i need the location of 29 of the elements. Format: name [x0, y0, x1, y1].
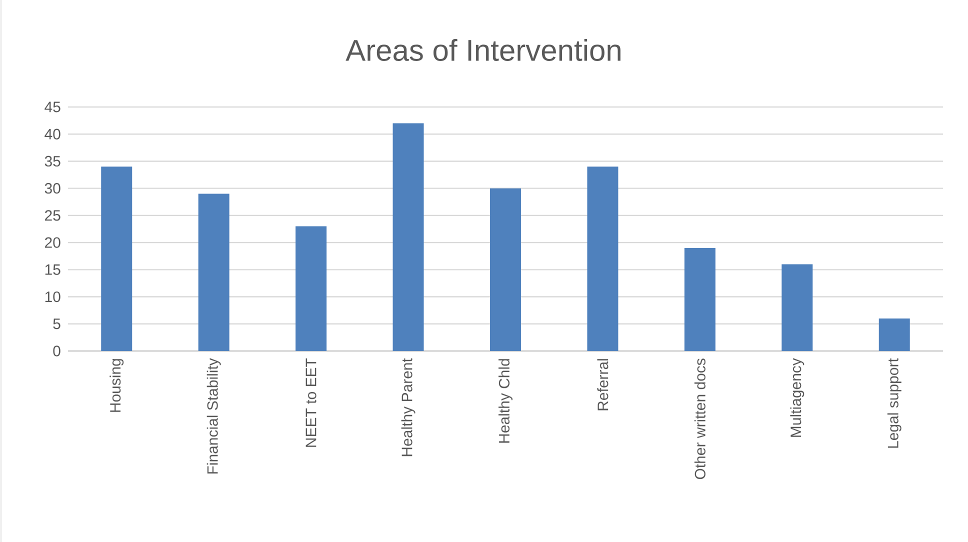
x-tick-label: Healthy Chld — [498, 359, 512, 443]
x-tick-label: Housing — [110, 359, 124, 412]
bar — [101, 166, 132, 352]
x-tick-label: Other written docs — [694, 358, 706, 480]
bar — [490, 188, 521, 352]
bar — [878, 318, 910, 352]
y-tick-label: 25 — [45, 210, 60, 221]
bar — [198, 194, 230, 352]
chart-title: Areas of Intervention — [346, 38, 620, 62]
x-tick-label: Healthy Parent — [401, 358, 416, 456]
y-tick-label: 20 — [45, 237, 60, 248]
bar — [684, 248, 716, 352]
y-tick-label: 5 — [53, 318, 60, 330]
y-tick-label: 30 — [44, 183, 60, 194]
y-tick-label: 35 — [44, 156, 60, 167]
x-tick-label: Multiagency — [790, 358, 804, 437]
x-tick-label: Financial Stability — [206, 358, 221, 474]
y-tick-label: 15 — [45, 264, 60, 275]
bar — [587, 166, 618, 352]
x-tick-label: Referral — [597, 359, 608, 410]
y-tick-label: 0 — [53, 346, 60, 356]
x-tick-label: NEET to EET — [306, 358, 316, 447]
y-tick-label: 10 — [45, 291, 60, 302]
y-tick-label: 40 — [44, 128, 60, 140]
bar — [782, 264, 813, 352]
bar — [392, 123, 424, 352]
bar — [296, 226, 327, 352]
x-tick-label: Legal support — [887, 358, 902, 448]
y-tick-label: 45 — [44, 102, 60, 112]
